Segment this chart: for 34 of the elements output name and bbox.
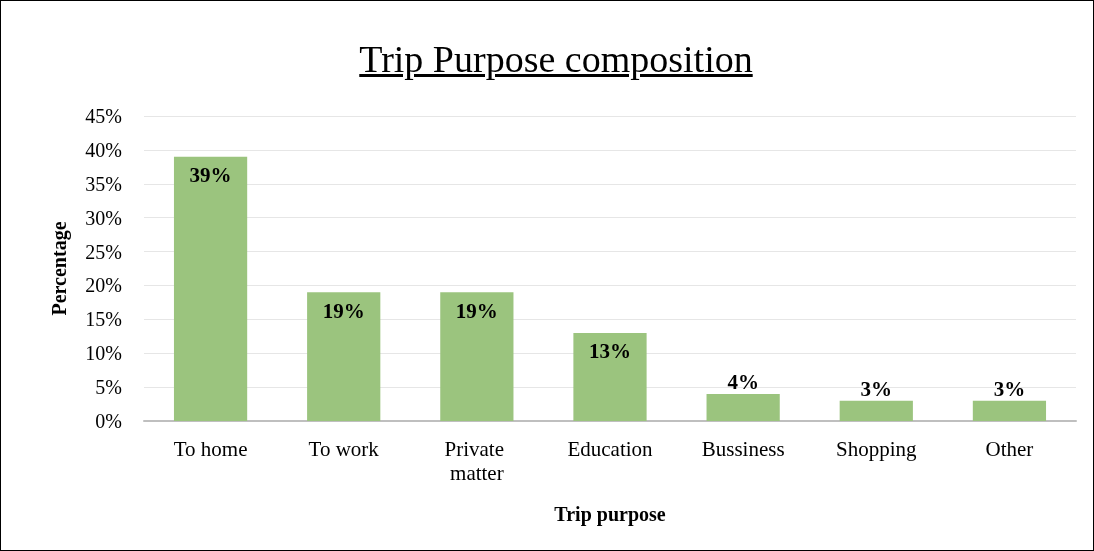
x-tick-label: Bussiness [701, 437, 785, 461]
y-tick-label: 30% [85, 206, 122, 229]
data-label: 39% [189, 163, 232, 188]
x-tick-label: Other [985, 437, 1034, 461]
y-tick-label: 0% [95, 410, 122, 432]
y-tick-label: 15% [85, 308, 122, 331]
bar [573, 332, 647, 421]
x-tick-label: To work [308, 437, 380, 461]
y-tick-label: 40% [85, 138, 122, 161]
y-tick-label: 10% [85, 342, 122, 365]
data-label: 19% [322, 298, 365, 323]
bar [839, 400, 913, 421]
x-axis-title: Trip purpose [554, 503, 666, 526]
bar [972, 400, 1047, 421]
x-tick-label: To home [173, 437, 248, 461]
y-tick-label: 35% [85, 172, 122, 195]
data-label: 13% [589, 339, 631, 364]
x-tick-label: Private matter [444, 437, 510, 485]
y-axis-title: Percentage [48, 221, 71, 316]
data-label: 3% [993, 377, 1026, 402]
y-tick-label: 45% [85, 105, 122, 127]
data-label: 19% [455, 298, 498, 323]
x-tick-label: Shopping [836, 437, 918, 461]
data-label: 4% [727, 370, 759, 395]
data-label: 3% [860, 377, 893, 402]
chart-title: Trip Purpose composition [358, 37, 754, 81]
bar [173, 156, 248, 421]
bar [440, 292, 514, 421]
y-tick-label: 20% [85, 274, 122, 297]
bar [307, 292, 381, 421]
x-tick-label: Education [567, 437, 654, 461]
y-tick-label: 25% [85, 240, 122, 263]
y-tick-label: 5% [95, 376, 122, 399]
bar [706, 393, 780, 421]
